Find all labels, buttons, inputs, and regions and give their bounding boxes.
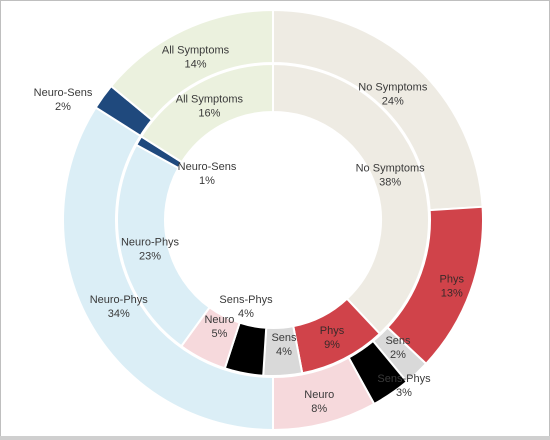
inner-label-neuro: Neuro 5% — [204, 314, 234, 340]
slice-labels: No Symptoms 24% Phys 13% Sens 2% Sens-Phys 3% Ne… — [34, 44, 465, 415]
inner-slice-no-symptoms — [272, 62, 430, 336]
outer-label-neuro-phys: Neuro-Phys 34% — [90, 294, 149, 320]
inner-label-neuro-phys: Neuro-Phys 23% — [121, 236, 180, 262]
inner-label-sens: Sens 4% — [271, 332, 297, 358]
outer-label-no-symptoms: No Symptoms 24% — [358, 81, 428, 107]
inner-slice-all-symptoms — [139, 62, 274, 164]
outer-label-neuro-sens: Neuro-Sens 2% — [34, 87, 93, 113]
outer-label-sens-phys: Sens-Phys 3% — [377, 373, 431, 399]
inner-label-no-symptoms: No Symptoms 38% — [356, 163, 426, 189]
donut-slices — [62, 8, 484, 432]
inner-label-all-symptoms: All Symptoms 16% — [176, 93, 244, 119]
outer-label-neuro: Neuro 8% — [304, 389, 334, 415]
inner-label-sens-phys: Sens-Phys 4% — [219, 294, 273, 320]
inner-label-neuro-sens: Neuro-Sens 1% — [178, 161, 237, 187]
outer-label-phys: Phys 13% — [440, 273, 465, 299]
bottom-strip — [0, 436, 550, 440]
outer-label-sens: Sens 2% — [385, 335, 411, 361]
outer-label-all-symptoms: All Symptoms 14% — [162, 44, 230, 70]
inner-label-phys: Phys 9% — [320, 325, 345, 351]
